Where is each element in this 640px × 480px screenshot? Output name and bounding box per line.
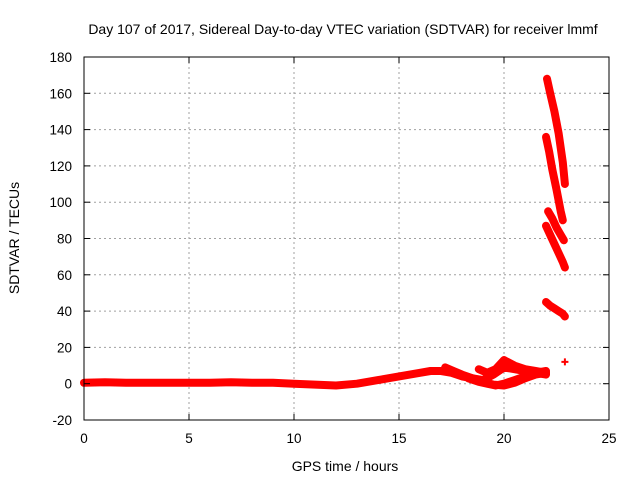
data-point (546, 89, 554, 97)
grid-lines (84, 57, 609, 420)
y-tick-label: 120 (49, 159, 72, 174)
data-point (332, 382, 340, 390)
data-point (546, 302, 554, 310)
data-point (311, 381, 319, 389)
x-tick-label: 5 (185, 431, 193, 446)
data-point (227, 378, 235, 386)
y-tick-label: 140 (49, 123, 72, 138)
data-point (555, 249, 563, 257)
data-point (500, 380, 508, 388)
data-point (555, 307, 563, 315)
x-axis-label: GPS time / hours (292, 458, 399, 474)
data-point (557, 207, 565, 215)
x-tick-label: 25 (601, 431, 616, 446)
data-point (416, 369, 424, 377)
data-point (450, 367, 458, 375)
data-point (548, 166, 556, 174)
x-tick-label: 15 (391, 431, 406, 446)
data-point (374, 376, 382, 384)
data-point (553, 185, 560, 193)
data-point (561, 313, 569, 321)
data-point (553, 224, 560, 232)
data-point (521, 372, 529, 380)
data-point (559, 158, 567, 166)
data-point (544, 207, 552, 215)
y-tick-label: 80 (57, 232, 72, 247)
data-point (475, 365, 483, 373)
y-tick-label: -20 (52, 413, 72, 428)
data-point (437, 367, 445, 375)
y-tick-label: 60 (57, 268, 72, 283)
data-point (550, 240, 558, 248)
x-tick-label: 0 (80, 431, 88, 446)
x-tick-label: 20 (496, 431, 511, 446)
data-point (560, 236, 568, 244)
data-point (559, 258, 567, 266)
data-point (542, 369, 550, 377)
y-tick-label: 0 (64, 377, 72, 392)
data-point (206, 379, 214, 387)
y-tick-label: 180 (49, 50, 72, 65)
data-point (550, 304, 558, 312)
data-point (458, 371, 466, 379)
data-point (543, 75, 551, 83)
data-point (542, 133, 550, 141)
y-tick-label: 40 (57, 304, 72, 319)
data-point (492, 365, 500, 373)
data-point (557, 231, 565, 239)
data-point (441, 363, 449, 371)
data-point (511, 376, 518, 384)
data-point (101, 378, 109, 386)
data-point (532, 367, 539, 375)
data-point (521, 365, 529, 373)
data-point (290, 380, 298, 388)
data-point (464, 374, 472, 382)
data-point (122, 379, 130, 387)
axis-ticks (83, 56, 610, 421)
data-point (550, 107, 558, 115)
y-tick-labels: -20 0 20 40 60 80 100 120 140 160 180 (49, 50, 72, 428)
data-point (542, 298, 550, 306)
data-point (500, 356, 508, 364)
data-series (80, 74, 569, 390)
data-point (185, 379, 193, 387)
data-point (545, 147, 553, 155)
chart-title: Day 107 of 2017, Sidereal Day-to-day VTE… (88, 21, 597, 37)
data-point (511, 362, 518, 370)
data-point (483, 380, 491, 388)
data-point (492, 382, 500, 390)
data-point (248, 379, 256, 387)
y-tick-label: 20 (57, 340, 72, 355)
x-tick-label: 10 (286, 431, 301, 446)
data-point (395, 372, 403, 380)
data-point (475, 378, 483, 386)
data-point (561, 264, 569, 272)
data-point (542, 222, 550, 230)
y-tick-label: 160 (49, 86, 72, 101)
data-point (164, 379, 172, 387)
data-point (546, 231, 554, 239)
data-point (143, 379, 151, 387)
data-point (561, 358, 569, 366)
data-point (269, 379, 277, 387)
data-point (427, 367, 434, 375)
x-tick-labels: 0 5 10 15 20 25 (80, 431, 616, 446)
y-tick-label: 100 (49, 195, 72, 210)
data-point (559, 216, 567, 224)
y-axis-label: SDTVAR / TECUs (6, 182, 22, 294)
data-point (353, 380, 361, 388)
data-point (561, 180, 569, 188)
data-point (483, 369, 491, 377)
data-point (548, 215, 556, 223)
data-point (555, 129, 563, 137)
